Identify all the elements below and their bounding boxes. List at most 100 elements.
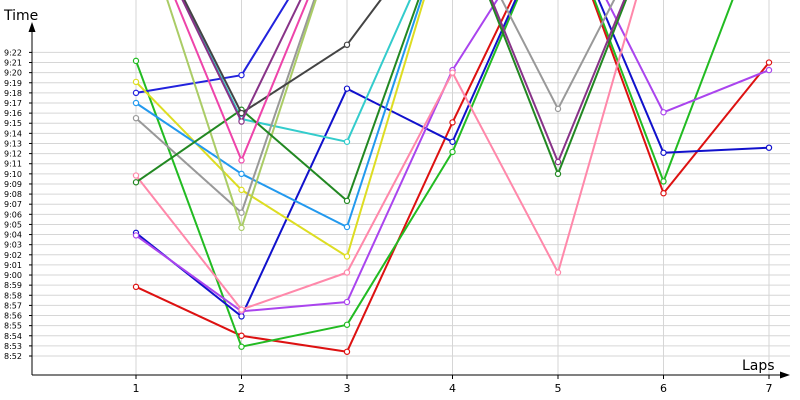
data-point: [132, 89, 140, 97]
x-tick-label: 1: [133, 382, 140, 395]
y-tick-label: 8:56: [4, 312, 22, 321]
data-point: [660, 190, 667, 197]
data-point: [343, 197, 351, 205]
series-15: [174, 0, 309, 164]
data-point: [132, 57, 140, 65]
y-tick-label: 9:14: [4, 129, 22, 138]
data-point: [343, 269, 351, 276]
data-point: [343, 253, 351, 260]
y-axis-title: Time: [3, 8, 38, 24]
y-tick-label: 9:06: [4, 210, 22, 219]
data-point: [449, 138, 456, 145]
y-tick-label: 8:55: [4, 322, 22, 331]
series-1: [132, 0, 773, 355]
series-4: [132, 0, 290, 97]
data-point: [238, 209, 245, 216]
data-point: [238, 343, 245, 350]
data-point: [132, 114, 140, 122]
data-point: [132, 99, 140, 107]
y-tick-label: 8:59: [4, 281, 22, 290]
series-6: [132, 0, 638, 313]
y-tick-label: 9:10: [4, 170, 22, 179]
y-tick-label: 8:52: [4, 352, 22, 361]
data-point: [132, 283, 140, 291]
x-tick-label: 6: [660, 382, 667, 395]
y-tick-label: 8:54: [4, 332, 22, 341]
data-point: [132, 172, 140, 179]
data-point: [238, 224, 245, 232]
y-tick-label: 8:53: [4, 342, 22, 351]
series-10: [132, 0, 616, 216]
data-point: [238, 109, 245, 117]
x-tick-label: 2: [238, 382, 245, 395]
data-point: [238, 306, 245, 313]
y-tick-label: 9:11: [4, 160, 22, 169]
y-tick-label: 9:22: [4, 48, 22, 57]
data-point: [449, 69, 456, 76]
data-point: [343, 138, 351, 145]
data-point: [343, 321, 351, 328]
data-point: [343, 348, 351, 355]
y-tick-label: 9:01: [4, 261, 22, 270]
y-tick-label: 9:17: [4, 99, 22, 108]
y-tick-label: 9:03: [4, 241, 22, 250]
y-tick-label: 9:18: [4, 89, 22, 98]
y-tick-label: 9:09: [4, 180, 22, 189]
series-11: [166, 0, 317, 232]
data-point: [238, 118, 245, 125]
data-point: [238, 332, 245, 339]
y-tick-label: 9:20: [4, 69, 22, 78]
data-point: [238, 71, 245, 79]
series-12: [132, 0, 628, 205]
x-tick-label: 3: [344, 382, 351, 395]
data-point: [238, 157, 245, 164]
data-point: [765, 59, 773, 66]
data-point: [449, 148, 456, 156]
grid: [32, 0, 790, 375]
y-tick-label: 9:00: [4, 271, 22, 280]
y-tick-label: 9:05: [4, 220, 22, 229]
data-point: [554, 158, 562, 166]
data-point: [343, 41, 351, 49]
data-point: [343, 85, 351, 92]
data-point: [132, 232, 140, 239]
y-tick-label: 9:16: [4, 109, 22, 118]
y-axis-arrow: [28, 22, 36, 32]
y-tick-label: 9:04: [4, 231, 22, 240]
y-tick-label: 8:57: [4, 301, 22, 310]
series-2: [132, 0, 734, 350]
data-point: [554, 269, 562, 276]
y-tick-label: 8:58: [4, 291, 22, 300]
x-axis-arrow: [780, 371, 790, 379]
axes: Time Laps: [3, 8, 790, 379]
x-tick-label: 4: [449, 382, 456, 395]
data-point: [238, 313, 245, 320]
data-point: [660, 149, 667, 156]
data-point: [343, 223, 351, 231]
series: [132, 0, 773, 355]
series-8: [132, 0, 423, 231]
series-7: [132, 0, 425, 260]
y-tick-label: 9:12: [4, 150, 22, 159]
data-point: [554, 105, 562, 113]
y-tick-label: 9:15: [4, 119, 22, 128]
data-point: [132, 179, 140, 186]
x-axis-title: Laps: [742, 358, 775, 374]
data-point: [554, 170, 562, 178]
data-point: [660, 109, 667, 116]
data-point: [765, 66, 773, 74]
y-tick-label: 9:21: [4, 59, 22, 68]
y-tick-label: 9:07: [4, 200, 22, 209]
data-point: [238, 186, 245, 194]
x-tick-label: 5: [555, 382, 562, 395]
series-14: [181, 0, 626, 166]
data-point: [660, 178, 667, 185]
y-tick-label: 9:13: [4, 139, 22, 148]
y-tick-label: 9:02: [4, 251, 22, 260]
x-tick-labels: 1 2 3 4 5 6 7: [133, 375, 773, 395]
data-point: [343, 298, 351, 306]
data-point: [238, 170, 245, 178]
data-point: [132, 78, 140, 86]
y-tick-label: 9:19: [4, 79, 22, 88]
